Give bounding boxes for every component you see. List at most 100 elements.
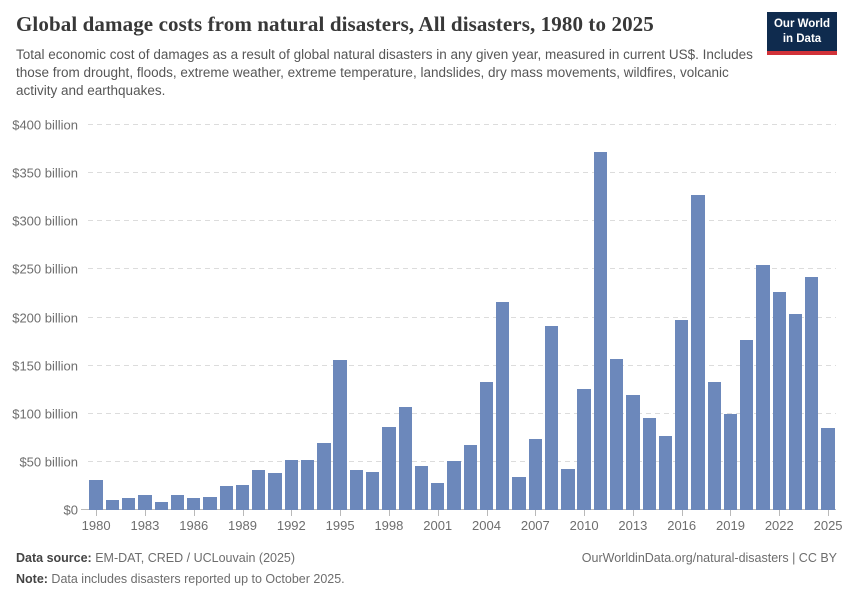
x-tick-label: 1998	[374, 518, 404, 533]
x-tick-label: 2001	[423, 518, 453, 533]
bar-1985[interactable]	[170, 494, 185, 510]
bar-2023[interactable]	[788, 313, 803, 510]
attribution-link[interactable]: OurWorldinData.org/natural-disasters | C…	[581, 551, 837, 565]
bar-1997[interactable]	[365, 472, 380, 510]
x-axis-tick	[584, 510, 586, 516]
bar-slot-2005	[495, 125, 511, 510]
bar-2007[interactable]	[528, 438, 542, 510]
y-tick-label: $400 billion	[12, 117, 78, 133]
y-tick-label: $0	[63, 502, 78, 518]
bar-2016[interactable]	[675, 320, 689, 510]
bar-1982[interactable]	[122, 497, 136, 510]
bar-slot-2000	[413, 125, 429, 510]
y-gridline	[88, 412, 836, 414]
bar-1994[interactable]	[317, 442, 331, 510]
bar-1998[interactable]	[382, 427, 396, 510]
bar-2003[interactable]	[463, 444, 477, 510]
bar-slot-1982	[121, 125, 137, 510]
x-axis-tick	[96, 510, 98, 516]
chart-footer: Data source: EM-DAT, CRED / UCLouvain (2…	[16, 549, 837, 588]
bar-2019[interactable]	[723, 413, 738, 510]
bar-slot-2013: 2013	[618, 125, 647, 532]
x-tick-label: 1986	[179, 518, 209, 533]
bar-2020[interactable]	[740, 339, 754, 510]
x-tick-label: 1992	[276, 518, 306, 533]
bar-slot-2014	[641, 125, 657, 510]
bar-slot-2008	[543, 125, 559, 510]
bar-1996[interactable]	[349, 469, 364, 510]
x-tick-label: 1983	[130, 518, 160, 533]
bar-2013[interactable]	[626, 395, 640, 510]
bar-1988[interactable]	[219, 485, 233, 510]
bar-1990[interactable]	[252, 469, 266, 510]
bar-2025[interactable]	[821, 428, 835, 510]
bar-slot-1989: 1989	[228, 125, 257, 532]
owid-logo-line1: Our World	[773, 18, 830, 30]
x-axis-tick	[632, 510, 634, 516]
bar-2006[interactable]	[512, 477, 526, 510]
y-gridline	[88, 172, 836, 174]
bar-2012[interactable]	[609, 358, 624, 510]
bar-1999[interactable]	[398, 407, 412, 510]
bar-slot-2022: 2022	[765, 125, 794, 532]
bar-2011[interactable]	[593, 151, 608, 510]
bar-slot-2004: 2004	[472, 125, 501, 532]
y-gridline	[88, 220, 836, 222]
chart-title: Global damage costs from natural disaste…	[16, 12, 654, 36]
bar-slot-1998: 1998	[374, 125, 403, 532]
bar-2022[interactable]	[772, 292, 786, 510]
x-tick-label: 2019	[716, 518, 745, 533]
bar-slot-1992: 1992	[277, 125, 306, 532]
bar-2010[interactable]	[577, 388, 591, 510]
owid-logo[interactable]: Our World in Data	[767, 12, 837, 55]
bar-1980[interactable]	[89, 480, 103, 510]
bar-slot-1990	[251, 125, 267, 510]
bar-1981[interactable]	[105, 500, 120, 510]
bar-slot-1993	[299, 125, 315, 510]
bar-slot-1986: 1986	[179, 125, 208, 532]
bar-slot-1995: 1995	[326, 125, 355, 532]
bar-1993[interactable]	[300, 459, 315, 510]
x-axis-tick	[193, 510, 195, 516]
y-gridline	[88, 316, 836, 318]
bar-2015[interactable]	[658, 435, 673, 510]
bar-2008[interactable]	[544, 326, 559, 510]
bar-1992[interactable]	[284, 459, 298, 510]
bar-chart: $0 $50 billion $100 billion $150 billion $20…	[0, 112, 850, 540]
bar-1983[interactable]	[138, 494, 152, 510]
x-axis-tick	[535, 510, 537, 516]
bar-1987[interactable]	[203, 496, 217, 510]
x-tick-label: 1980	[81, 518, 111, 533]
bar-2009[interactable]	[561, 468, 575, 510]
x-tick-label: 2016	[667, 518, 697, 533]
bar-2018[interactable]	[707, 382, 721, 510]
bar-slot-2012	[609, 125, 625, 510]
bar-2021[interactable]	[756, 264, 770, 510]
y-gridline	[88, 268, 836, 270]
bar-slot-1988	[218, 125, 234, 510]
x-axis-tick	[144, 510, 146, 516]
bar-2024[interactable]	[805, 277, 819, 510]
bar-1991[interactable]	[268, 473, 282, 510]
bar-2004[interactable]	[479, 382, 494, 510]
bar-slot-2003	[462, 125, 478, 510]
bar-2000[interactable]	[414, 465, 429, 510]
bar-1986[interactable]	[187, 497, 201, 510]
note-line: Note: Data includes disasters reported u…	[16, 570, 837, 588]
bar-slot-1987	[202, 125, 218, 510]
bar-1995[interactable]	[333, 359, 347, 510]
bar-slot-1980: 1980	[82, 125, 111, 532]
x-tick-label: 1989	[228, 518, 257, 533]
x-tick-label: 2010	[569, 518, 599, 533]
bar-1984[interactable]	[154, 502, 168, 510]
bar-2005[interactable]	[496, 302, 510, 510]
x-axis-tick	[779, 510, 781, 516]
bar-1989[interactable]	[235, 484, 250, 510]
bar-2001[interactable]	[431, 483, 445, 510]
bar-2002[interactable]	[447, 460, 461, 510]
x-tick-label: 2007	[520, 518, 550, 533]
bar-2014[interactable]	[642, 417, 656, 510]
x-axis-tick	[437, 510, 439, 516]
bar-2017[interactable]	[691, 195, 705, 510]
